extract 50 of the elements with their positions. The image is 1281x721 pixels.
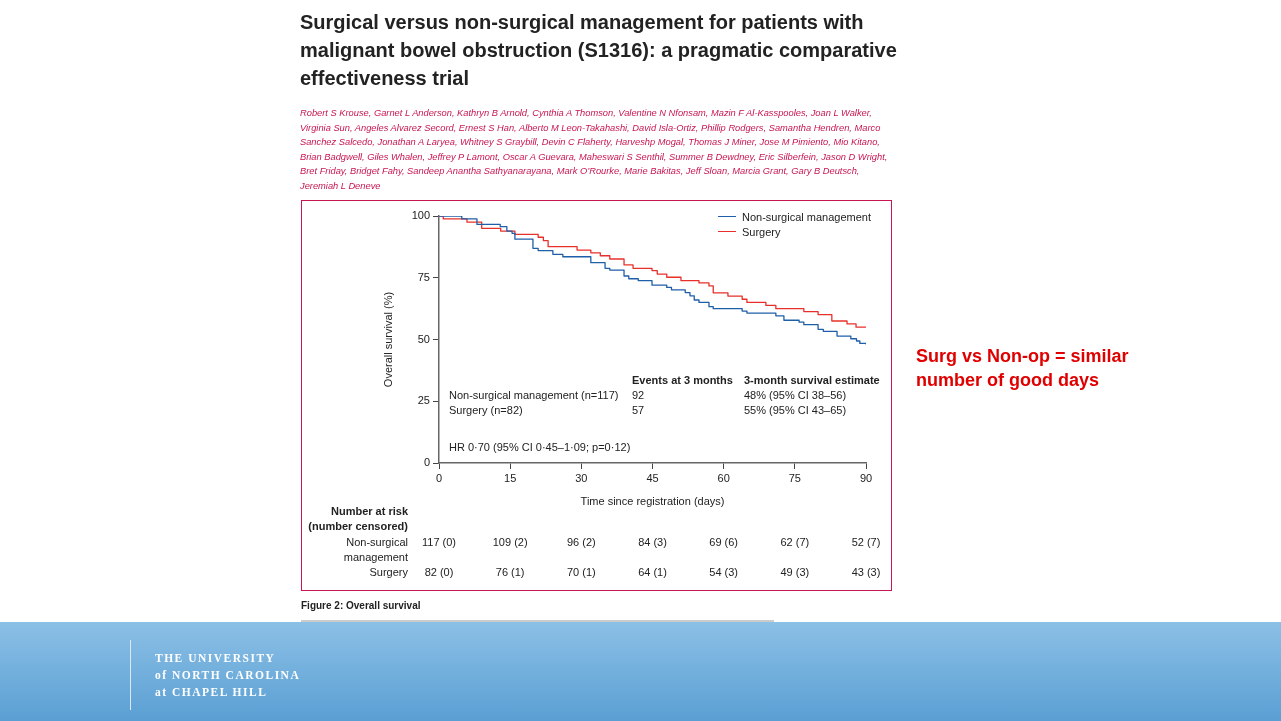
annotation: 92 [632,389,645,402]
annotation: HR 0·70 (95% CI 0·45–1·09; p=0·12) [449,441,631,454]
y-tick-label: 25 [417,394,430,407]
text: Surgery [369,566,408,579]
x-tick-label: 60 [717,471,730,484]
text: (number censored) [308,520,408,533]
text: Non-surgical management [342,535,408,565]
text: 82 (0) [424,566,454,579]
text: 52 (7) [851,536,881,549]
annotation: 55% (95% CI 43–65) [744,404,847,417]
x-axis-title: Time since registration (days) [580,495,725,508]
y-tick-label: 0 [423,456,430,469]
text: 109 (2) [492,536,528,549]
annotation: Non-surgical management (n=117) [449,389,619,402]
text: Robert S Krouse, Garnet L Anderson, Kathryn B Arnold, Cynthia A Thomson, Valentine N Nfonsam, Mazin F Al-Kasspooles, Joan L Walker, Virginia Sun, Angeles Alvarez Secord, Ernest S Han, Alberto M Leon-Takahashi, David Isla-Ortiz, Phillip Rodgers, Samantha Hendren, Marco Sanchez Salcedo, Jonathan A Laryea, Whitney S Graybill, Devin C Flaherty, Harveshp Mogal, Thomas J Miner, Jose M Pimiento, Mio Kitano, Brian Badgwell, Giles Whalen, Jeffrey P Lamont, Oscar A Guevara, Maheswari S Senthil, Summer B Dewdney, Eric Silberfein, Jason D Wright, Bret Friday, Bridget Fahy, Sandeep Anantha Sathyanarayana, Mark O’Rourke, Marie Bakitas, Jeff Sloan, Marcia Grant, Gary B Deutsch, Jeremiah L Deneve [300,107,889,193]
annotation: 48% (95% CI 38–56) [744,389,847,402]
text: 62 (7) [780,536,810,549]
text: Number at risk [330,505,408,518]
y-tick-label: 50 [417,332,430,345]
y-axis-title: Overall survival (%) [381,291,394,388]
y-tick-label: 100 [411,209,430,222]
text: 84 (3) [638,536,667,549]
x-tick-label: 30 [575,471,588,484]
chart-title: Surgical versus non-surgical management for patients with malignant bowel obstruction (S1316): a pragmatic comparative effectiveness trial [300,10,898,91]
annotation: 3-month survival estimate [744,374,880,387]
annotation: Events at 3 months [632,374,733,387]
text: of NORTH CAROLINA [155,669,301,682]
text: Surg vs Non-op = similar number of good days [916,345,1130,392]
text: 76 (1) [495,566,525,579]
annotation: 57 [632,404,645,417]
legend-label: Non-surgical management [742,210,872,223]
text: 43 (3) [851,566,881,579]
text: 69 (6) [709,536,739,549]
x-tick-label: 90 [859,471,873,484]
text: at CHAPEL HILL [155,686,268,699]
x-tick-label: 45 [646,471,659,484]
text: 49 (3) [780,566,810,579]
y-tick-label: 75 [417,270,430,283]
x-tick-label: 0 [435,471,443,484]
text: 54 (3) [709,566,739,579]
text: 117 (0) [421,536,457,549]
annotation: Surgery (n=82) [449,404,523,417]
caption: Figure 2: Overall survival [301,599,421,612]
text: 70 (1) [566,566,596,579]
text: THE UNIVERSITY [155,652,276,665]
text: 96 (2) [566,536,596,549]
x-tick-label: 75 [788,471,801,484]
text: 64 (1) [638,566,667,579]
x-tick-label: 15 [504,471,517,484]
legend-label: Surgery [742,225,781,238]
